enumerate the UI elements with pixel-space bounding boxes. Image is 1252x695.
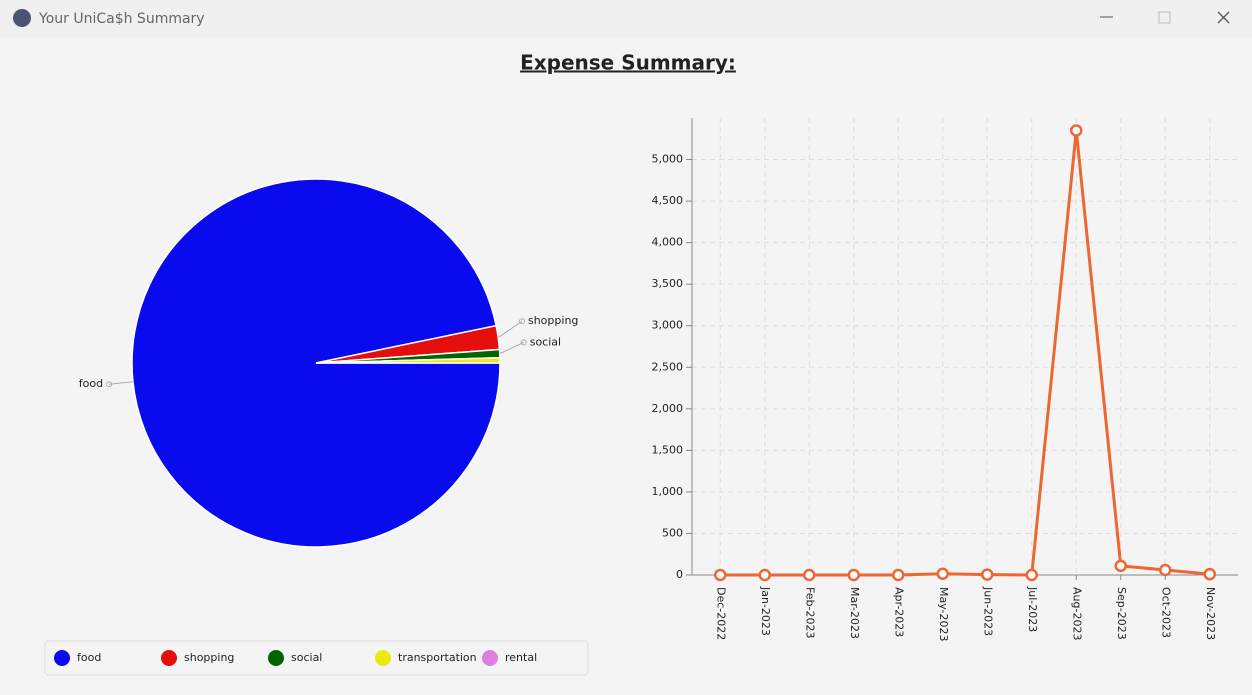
line-series bbox=[720, 128, 1210, 577]
heading: Expense Summary: bbox=[520, 51, 736, 75]
y-tick-label: 1,500 bbox=[652, 443, 684, 456]
x-tick-label: Mar-2023 bbox=[848, 587, 861, 639]
legend-label: shopping bbox=[184, 651, 234, 664]
pie-label: shopping bbox=[528, 314, 578, 327]
app-icon bbox=[13, 9, 31, 27]
x-tick-label: Aug-2023 bbox=[1070, 587, 1083, 640]
legend-swatch bbox=[54, 650, 70, 666]
data-point bbox=[892, 568, 905, 582]
y-tick-label: 3,500 bbox=[652, 277, 684, 290]
x-tick-label: Jun-2023 bbox=[981, 586, 994, 636]
legend-swatch bbox=[161, 650, 177, 666]
data-point bbox=[1114, 559, 1127, 573]
legend-box bbox=[44, 640, 589, 676]
pie-label: food bbox=[79, 377, 103, 390]
window-title: Your UniCa$h Summary bbox=[38, 11, 205, 27]
x-tick-label: May-2023 bbox=[937, 587, 950, 642]
y-tick-label: 2,000 bbox=[652, 402, 684, 415]
data-point bbox=[1070, 124, 1083, 137]
y-tick-label: 500 bbox=[662, 526, 683, 539]
y-tick-label: 5,000 bbox=[652, 153, 684, 166]
data-point bbox=[936, 567, 949, 581]
y-tick-label: 3,000 bbox=[652, 319, 684, 332]
pie-slice bbox=[315, 357, 501, 364]
legend-label: transportation bbox=[398, 651, 477, 664]
legend-swatch bbox=[482, 650, 498, 666]
x-tick-label: Oct-2023 bbox=[1159, 587, 1172, 638]
data-point bbox=[1025, 568, 1038, 582]
legend-label: social bbox=[291, 651, 322, 664]
x-tick-label: Dec-2022 bbox=[714, 587, 727, 640]
y-tick-label: 4,500 bbox=[652, 194, 684, 207]
close-button[interactable] bbox=[1217, 11, 1230, 24]
maximize-button[interactable] bbox=[1158, 11, 1171, 24]
x-tick-label: Apr-2023 bbox=[892, 587, 905, 637]
legend-label: rental bbox=[505, 651, 537, 664]
data-point bbox=[1203, 567, 1216, 581]
x-tick-label: Jul-2023 bbox=[1026, 586, 1039, 632]
legend-swatch bbox=[268, 650, 284, 666]
label-line bbox=[497, 320, 523, 338]
data-point bbox=[803, 568, 816, 582]
label-dot bbox=[106, 381, 113, 388]
data-point bbox=[758, 568, 771, 582]
x-tick-label: Nov-2023 bbox=[1204, 587, 1217, 640]
label-line bbox=[109, 381, 134, 385]
data-point bbox=[714, 568, 727, 582]
y-tick-label: 1,000 bbox=[652, 485, 684, 498]
y-tick-label: 4,000 bbox=[652, 236, 684, 249]
label-dot bbox=[518, 318, 525, 325]
legend-label: food bbox=[77, 651, 101, 664]
legend-swatch bbox=[375, 650, 391, 666]
label-line bbox=[499, 341, 524, 355]
title-bar bbox=[0, 0, 1252, 37]
x-tick-label: Feb-2023 bbox=[803, 587, 816, 638]
y-tick-label: 0 bbox=[676, 568, 683, 581]
pie-label: social bbox=[530, 335, 561, 348]
data-point bbox=[981, 568, 994, 581]
x-tick-label: Sep-2023 bbox=[1115, 587, 1128, 640]
data-point bbox=[847, 568, 860, 582]
y-tick-label: 2,500 bbox=[652, 360, 684, 373]
label-dot bbox=[520, 339, 527, 346]
x-tick-label: Jan-2023 bbox=[759, 586, 772, 636]
data-point bbox=[1159, 563, 1172, 577]
